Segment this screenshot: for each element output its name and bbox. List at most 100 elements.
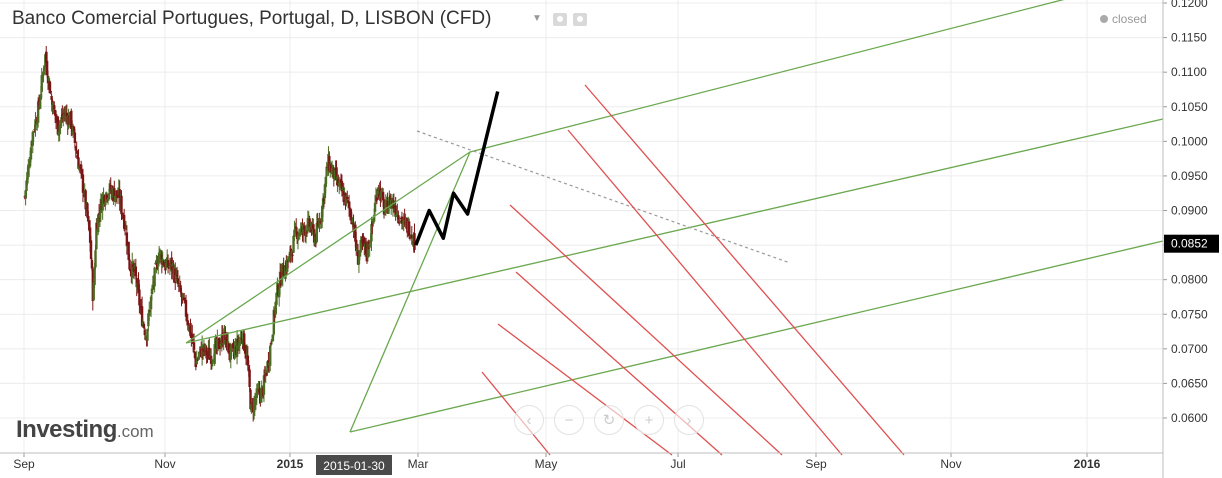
candle-body [204,345,207,352]
candle-body [96,214,100,233]
x-tick-label: 2016 [1074,457,1101,471]
candle-body [175,274,179,277]
last-price-tag [1164,234,1219,253]
y-tick-label: 0.0600 [1171,411,1208,425]
candle-body [162,261,165,266]
candle-body [308,218,311,228]
pitchfork-median-line [185,118,1164,344]
candle-body [258,388,261,395]
candle-body [299,228,302,235]
candle-body [338,182,341,186]
candle-body [78,166,81,171]
scroll-left-button[interactable]: ‹ [514,405,544,435]
candle-body [148,310,151,316]
candle-body [38,101,42,108]
candle-body [97,213,101,215]
y-tick-label: 0.1000 [1171,134,1208,148]
candle-body [213,344,216,364]
y-tick-label: 0.0950 [1171,169,1208,183]
candle-body [206,353,209,355]
candle-body [413,233,416,250]
candle-body [157,263,160,267]
candle-body [229,347,232,360]
candle-body [208,347,211,360]
candle-body [361,236,364,243]
red-fan-line [509,204,783,456]
candle-body [346,196,349,199]
candle-body [307,215,310,218]
candle-body [94,250,97,268]
candle-body [410,235,413,239]
scroll-right-button[interactable]: › [674,405,704,435]
candle-body [319,221,322,223]
candle-body [364,241,368,254]
candle-body [396,211,399,217]
candle-body [84,190,87,210]
candle-body [337,178,340,187]
candle-body [286,259,289,272]
candle-body [79,164,83,170]
x-tick-label: 2015 [277,457,304,471]
candle-body [87,216,90,220]
candle-body [269,342,273,344]
eye-icon[interactable] [553,13,567,26]
zoom-out-button[interactable]: − [554,405,584,435]
candle-body [404,220,407,222]
candle-body [248,369,251,387]
candle-body [358,250,362,257]
candle-body [88,220,91,231]
candle-body [28,159,32,167]
candle-body [197,356,200,359]
candle-body [219,343,223,347]
candle-body [407,221,411,237]
candle-body [292,235,295,253]
candle-body [346,200,350,202]
candle-body [103,195,106,204]
pitchfork-handle [185,151,471,344]
candle-body [392,200,396,209]
candle-body [293,229,296,238]
candle-body [349,209,353,219]
candle-body [323,184,327,199]
candle-body [269,345,272,366]
candle-body [176,278,180,285]
candle-body [122,214,126,229]
candle-body [315,223,319,243]
chevron-down-icon[interactable]: ▼ [532,13,542,24]
candle-body [45,51,48,63]
red-fan-line [584,84,905,456]
candle-body [43,65,46,71]
candle-body [148,310,152,312]
candle-body [397,215,400,220]
candle-body [303,225,306,230]
zoom-in-button[interactable]: + [634,405,664,435]
candle-body [375,196,379,201]
candle-body [182,294,185,298]
candle-body [124,229,128,231]
candle-body [192,342,196,350]
candle-body [57,131,60,136]
projection-path [414,91,500,246]
candle-body [340,180,344,192]
candle-body [50,95,53,100]
candle-body [149,296,153,310]
candle-body [125,232,129,247]
candle-body [25,180,28,192]
candle-body [240,339,243,341]
reset-button[interactable]: ↻ [594,405,624,435]
candle-body [398,221,401,224]
candle-body [222,342,225,345]
candle-body [93,267,96,285]
y-tick-label: 0.0700 [1171,342,1208,356]
candle-body [400,216,404,224]
pitchfork-upper-line [469,0,1065,153]
candle-body [36,101,40,123]
y-tick-label: 0.0650 [1171,376,1208,390]
candle-body [402,218,405,224]
x-tick-label: May [535,457,558,471]
gear-icon[interactable] [573,13,587,26]
candle-body [131,261,134,278]
candle-body [357,257,361,265]
